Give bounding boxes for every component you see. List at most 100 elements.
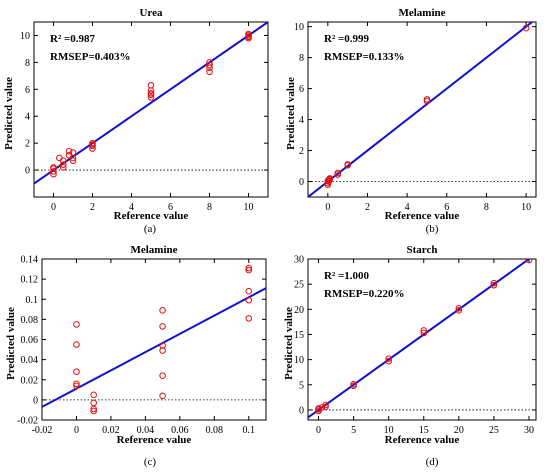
data-point <box>420 327 428 334</box>
y-tick-label: 0 <box>299 177 304 188</box>
data-point <box>490 281 498 289</box>
x-axis-label: Reference value <box>114 210 189 222</box>
plot-area <box>308 22 536 197</box>
y-tick-label: 0.12 <box>21 275 39 286</box>
data-point <box>334 169 342 177</box>
x-tick-label: 0 <box>51 202 56 213</box>
y-tick-label: 2 <box>299 146 304 157</box>
data-point <box>147 94 155 101</box>
data-point <box>490 279 498 287</box>
data-point <box>522 24 530 32</box>
chart-panel-b: 0 2 4 6 8 10 0 2 4 6 8 10 R² =0.999 RMSEP=0.133% Melam… <box>285 7 537 235</box>
data-point <box>159 323 166 330</box>
data-point <box>245 315 253 322</box>
data-point <box>89 141 96 148</box>
x-tick-label: 8 <box>207 202 212 213</box>
x-tick-label: 0 <box>325 202 330 213</box>
panel-caption: (d) <box>426 456 439 468</box>
x-tick-label: 10 <box>244 202 254 213</box>
data-point <box>159 342 166 349</box>
data-point <box>90 391 97 399</box>
x-tick-label: 20 <box>454 425 464 436</box>
data-point <box>315 405 322 412</box>
y-axis-label: Predicted value <box>5 307 17 380</box>
data-point <box>59 157 67 164</box>
y-tick-label: 0.1 <box>26 295 39 306</box>
data-point <box>322 401 329 409</box>
data-point <box>69 157 77 164</box>
data-point <box>65 147 73 155</box>
data-point <box>206 61 213 69</box>
data-point <box>455 305 463 312</box>
x-tick-label: 8 <box>484 202 489 213</box>
chart-title: Melamine <box>398 7 445 19</box>
x-tick-label: 10 <box>521 202 531 213</box>
y-tick-label: 0.02 <box>21 375 39 386</box>
x-axis-label: Reference value <box>385 210 460 222</box>
plot-area <box>308 259 536 419</box>
x-tick-label: 25 <box>489 425 499 436</box>
chart-title: Melamine <box>130 244 177 256</box>
data-point <box>50 164 57 171</box>
y-tick-label: 0.14 <box>21 255 39 266</box>
chart-panel-a: 0 2 4 6 8 10 0 2 4 6 8 10 R² =0.987 RMSEP=0.403% Urea R… <box>3 7 269 235</box>
data-point <box>73 368 80 376</box>
plot-area <box>42 264 266 415</box>
y-axis-label: Predicted value <box>283 307 295 380</box>
plot-frame <box>41 258 267 421</box>
chart-panel-c: -0.02 0 0.02 0.04 0.06 0.08 0.1 -0.02 0 0.02 0.04 0… <box>5 244 267 468</box>
data-point <box>69 154 77 162</box>
y-tick-label: 0.06 <box>21 335 39 346</box>
x-tick-label: -0.02 <box>32 425 53 436</box>
panel-caption: (a) <box>144 223 157 235</box>
y-tick-label: 8 <box>299 53 304 64</box>
y-tick-label: 0.04 <box>21 355 39 366</box>
stat-annotation: R² =0.999 <box>324 33 370 45</box>
y-tick-label: 0 <box>25 166 30 177</box>
data-point <box>73 380 80 388</box>
plot-area <box>34 22 268 185</box>
x-tick-label: 0.06 <box>171 425 189 436</box>
y-tick-label: -0.02 <box>17 416 38 427</box>
y-axis-label: Predicted value <box>285 77 297 150</box>
data-point <box>73 382 80 390</box>
y-tick-label: 2 <box>25 139 30 150</box>
y-tick-label: 20 <box>294 305 304 316</box>
y-tick-label: 4 <box>299 115 304 126</box>
y-tick-label: 0.08 <box>21 315 39 326</box>
panel-caption: (c) <box>144 456 157 468</box>
data-point <box>344 161 351 168</box>
x-tick-label: 4 <box>405 202 410 213</box>
plot-frame <box>33 21 269 198</box>
x-axis-label: Reference value <box>117 434 192 446</box>
data-point <box>206 64 213 72</box>
data-point <box>159 347 166 354</box>
x-tick-label: 30 <box>524 425 534 436</box>
y-tick-label: 0 <box>299 405 304 416</box>
y-tick-label: 10 <box>20 31 30 42</box>
y-tick-label: 6 <box>299 84 304 95</box>
plot-frame <box>307 258 537 421</box>
data-point <box>73 321 80 328</box>
data-point <box>322 403 329 411</box>
x-tick-label: 0.04 <box>137 425 155 436</box>
data-point <box>245 264 253 272</box>
data-point <box>326 175 334 182</box>
y-axis-label: Predicted value <box>3 77 15 150</box>
x-tick-label: 4 <box>129 202 134 213</box>
data-point <box>73 341 80 348</box>
data-point <box>90 405 97 413</box>
x-tick-label: 10 <box>384 425 394 436</box>
x-tick-label: 0 <box>316 425 321 436</box>
data-point <box>245 266 253 274</box>
x-tick-label: 15 <box>419 425 429 436</box>
data-point <box>245 32 252 39</box>
x-tick-label: 0.08 <box>206 425 224 436</box>
stat-annotation: RMSEP=0.133% <box>324 51 405 63</box>
data-point <box>385 357 392 365</box>
data-point <box>159 372 166 380</box>
fit-line <box>34 22 268 185</box>
data-point <box>315 407 322 415</box>
data-point <box>159 307 166 314</box>
